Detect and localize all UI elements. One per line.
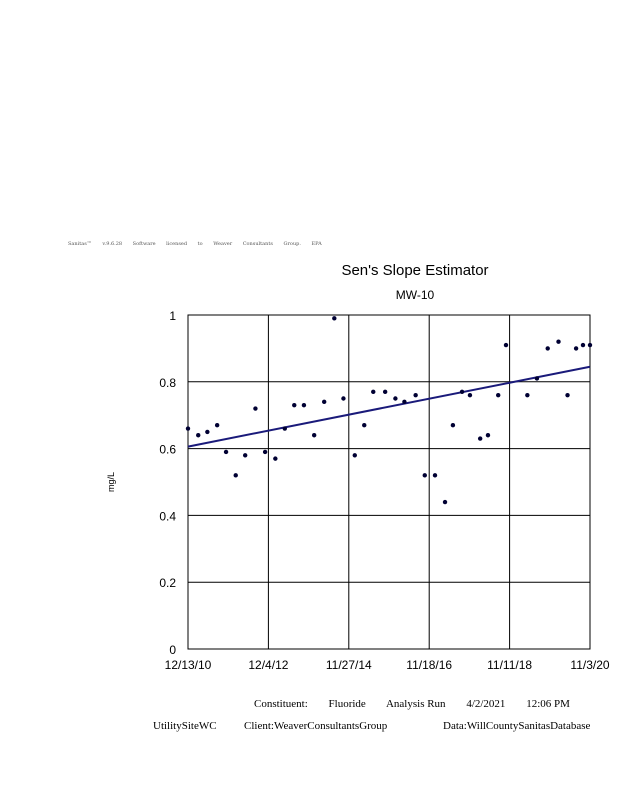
- plot-frame: [187, 314, 591, 650]
- data-point: [332, 316, 337, 321]
- data-point: [321, 399, 327, 405]
- data-point: [485, 433, 491, 438]
- data-point: [242, 453, 248, 458]
- y-tick-label: 0.4: [159, 509, 176, 523]
- y-tick-label: 0: [169, 643, 176, 657]
- data-point: [587, 342, 593, 348]
- chart-title: Sen's Slope Estimator: [341, 262, 489, 279]
- footer-client: Client:WeaverConsultantsGroup: [244, 720, 388, 732]
- x-tick-label: 11/11/18: [487, 658, 532, 672]
- analysis-run-time: 12:06 PM: [526, 698, 570, 710]
- analysis-run-label: Analysis Run: [385, 698, 446, 710]
- x-tick-label: 12/4/12: [248, 658, 288, 672]
- data-point: [292, 402, 297, 408]
- data-point: [496, 392, 501, 398]
- data-point: [573, 346, 579, 351]
- data-point: [393, 396, 398, 401]
- data-point: [422, 473, 427, 478]
- data-point: [185, 426, 191, 431]
- trend-line-group: [187, 365, 591, 448]
- footer-data-source: Data:WillCountySanitasDatabase: [443, 720, 591, 732]
- x-tick-label: 11/27/14: [326, 658, 372, 672]
- data-point: [525, 392, 530, 398]
- data-point: [282, 426, 288, 431]
- data-point: [413, 392, 418, 398]
- footer-site: UtilitySiteWC: [153, 720, 217, 732]
- y-tick-label: 0.2: [159, 576, 176, 590]
- data-point: [545, 346, 550, 351]
- data-point: [352, 453, 357, 458]
- data-point: [450, 423, 456, 428]
- data-point: [273, 456, 278, 461]
- data-point: [223, 449, 229, 455]
- data-point: [311, 433, 317, 438]
- analysis-run-date: 4/2/2021: [466, 698, 506, 710]
- x-tick-label: 12/13/10: [165, 658, 212, 672]
- data-point: [503, 342, 509, 348]
- axis-tick-labels: 0 0.2 0.4 0.6 0.8 1 12/13/10 12/4/12 11/27/14 11/…: [159, 309, 610, 672]
- data-point: [402, 399, 407, 405]
- data-point: [362, 423, 367, 428]
- y-tick-label: 1: [169, 309, 176, 323]
- data-point: [442, 499, 448, 505]
- constituent-label: Constituent:: [254, 698, 308, 710]
- footer-run-info: Constituent: Fluoride Analysis Run 4/2/2…: [254, 698, 588, 710]
- grid-lines: [187, 314, 591, 650]
- data-point: [467, 392, 473, 398]
- chart-subtitle: MW-10: [395, 288, 435, 302]
- data-point: [580, 342, 586, 348]
- data-point: [565, 392, 570, 398]
- data-point: [214, 423, 220, 428]
- constituent-value: Fluoride: [328, 698, 366, 710]
- y-axis-label: mg/L: [106, 472, 116, 492]
- data-point: [341, 396, 346, 401]
- x-tick-label: 11/18/16: [406, 658, 452, 672]
- license-note: Sanitas™ v.9.6.28 Software licensed to W…: [68, 241, 322, 247]
- data-points: [185, 316, 593, 505]
- data-point: [301, 402, 307, 408]
- data-point: [534, 376, 540, 381]
- data-point: [382, 389, 388, 395]
- data-point: [556, 339, 561, 344]
- y-tick-label: 0.8: [159, 376, 176, 390]
- x-tick-label: 11/3/20: [570, 658, 609, 672]
- data-point: [477, 436, 483, 441]
- data-point: [253, 406, 258, 411]
- data-point: [205, 429, 210, 435]
- data-point: [371, 389, 376, 395]
- y-tick-label: 0.6: [159, 443, 176, 457]
- data-point: [196, 433, 201, 438]
- data-point: [432, 473, 438, 478]
- data-point: [262, 449, 268, 455]
- sens-slope-trend-line: [187, 365, 591, 448]
- data-point: [233, 473, 238, 478]
- data-point: [459, 389, 465, 395]
